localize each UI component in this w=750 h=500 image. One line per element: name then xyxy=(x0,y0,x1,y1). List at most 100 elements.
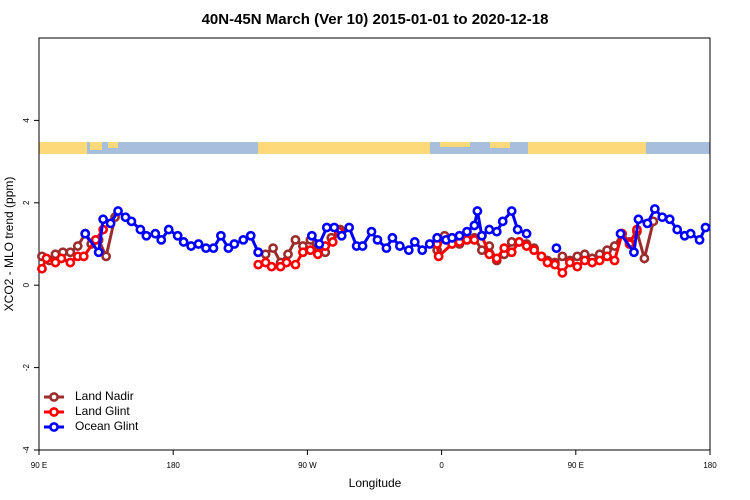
data-point xyxy=(639,253,650,264)
data-point xyxy=(594,255,605,266)
data-point xyxy=(433,251,444,262)
data-point xyxy=(344,222,355,233)
data-point xyxy=(642,218,653,229)
data-point xyxy=(216,230,226,241)
data-point xyxy=(469,234,480,245)
data-point xyxy=(469,220,480,231)
data-point xyxy=(462,234,472,245)
data-point xyxy=(557,251,568,262)
data-point xyxy=(260,249,271,260)
data-point xyxy=(156,234,167,245)
y-tick-label: 0 xyxy=(22,282,31,287)
x-tick-label: 90 E xyxy=(31,461,47,470)
data-point xyxy=(78,251,89,262)
data-point xyxy=(512,224,523,235)
data-point xyxy=(266,261,277,272)
data-point xyxy=(476,245,487,256)
data-point xyxy=(193,239,204,249)
x-axis-label: Longitude xyxy=(349,476,402,490)
data-point xyxy=(372,234,383,245)
data-point xyxy=(80,228,91,239)
data-point xyxy=(65,247,76,258)
data-point xyxy=(602,251,613,262)
data-point xyxy=(394,241,405,251)
legend-label: Land Glint xyxy=(75,404,130,418)
data-point xyxy=(657,212,668,223)
data-point xyxy=(491,226,502,237)
data-point xyxy=(238,234,249,245)
data-point xyxy=(694,234,705,245)
data-point xyxy=(629,247,639,258)
data-point xyxy=(521,241,532,251)
data-point xyxy=(664,214,675,225)
data-point xyxy=(649,204,660,214)
data-point xyxy=(141,230,152,241)
data-point xyxy=(403,245,414,256)
data-point xyxy=(484,249,495,260)
data-point xyxy=(633,214,644,225)
data-point xyxy=(484,224,495,235)
data-point xyxy=(506,206,517,216)
data-point xyxy=(312,249,323,260)
data-point xyxy=(281,257,292,268)
data-point xyxy=(366,226,377,237)
surface-strip xyxy=(39,142,710,154)
data-point xyxy=(685,228,696,239)
data-point xyxy=(564,257,575,268)
data-point xyxy=(186,241,196,251)
data-point xyxy=(536,251,547,262)
data-point xyxy=(476,230,487,241)
data-point xyxy=(290,259,301,270)
chart-title: 40N-45N March (Ver 10) 2015-01-01 to 202… xyxy=(202,11,549,28)
legend-marker xyxy=(49,392,59,402)
x-tick-label: 180 xyxy=(703,461,717,470)
data-point xyxy=(329,222,340,233)
data-point xyxy=(336,230,347,241)
data-point xyxy=(672,224,683,235)
data-point xyxy=(253,259,264,270)
data-point xyxy=(491,253,502,264)
y-tick-label: -2 xyxy=(22,363,31,371)
data-point xyxy=(298,247,308,258)
data-point xyxy=(609,255,620,266)
legend-label: Land Nadir xyxy=(75,389,134,403)
data-point xyxy=(65,257,76,268)
data-point xyxy=(700,222,711,233)
data-point xyxy=(550,259,560,270)
data-point xyxy=(472,206,483,216)
y-tick-label: 4 xyxy=(22,118,31,123)
data-point xyxy=(41,253,52,264)
data-point xyxy=(283,249,293,260)
data-point xyxy=(521,228,532,239)
data-point xyxy=(557,267,568,278)
data-point xyxy=(432,232,443,243)
data-point xyxy=(499,243,510,254)
data-point xyxy=(497,216,508,227)
data-point xyxy=(98,214,109,225)
data-point xyxy=(579,255,590,266)
data-point xyxy=(305,245,316,256)
data-point xyxy=(268,243,279,254)
data-point xyxy=(409,237,420,247)
data-point xyxy=(514,237,525,247)
y-tick-label: -4 xyxy=(22,446,31,454)
data-point xyxy=(529,245,539,256)
legend-label: Ocean Glint xyxy=(75,419,139,433)
data-point xyxy=(321,222,332,233)
data-point xyxy=(178,237,189,247)
data-point xyxy=(72,241,83,251)
legend-marker xyxy=(49,407,59,417)
data-point xyxy=(172,230,183,241)
data-point xyxy=(506,237,517,247)
data-point xyxy=(615,228,626,239)
data-point xyxy=(150,228,161,239)
legend-marker xyxy=(49,422,59,432)
data-point xyxy=(101,251,111,262)
x-tick-label: 180 xyxy=(167,461,181,470)
data-point xyxy=(113,206,123,216)
data-point xyxy=(381,243,392,254)
data-point xyxy=(56,253,67,264)
data-point xyxy=(572,251,583,262)
data-point xyxy=(306,230,317,241)
